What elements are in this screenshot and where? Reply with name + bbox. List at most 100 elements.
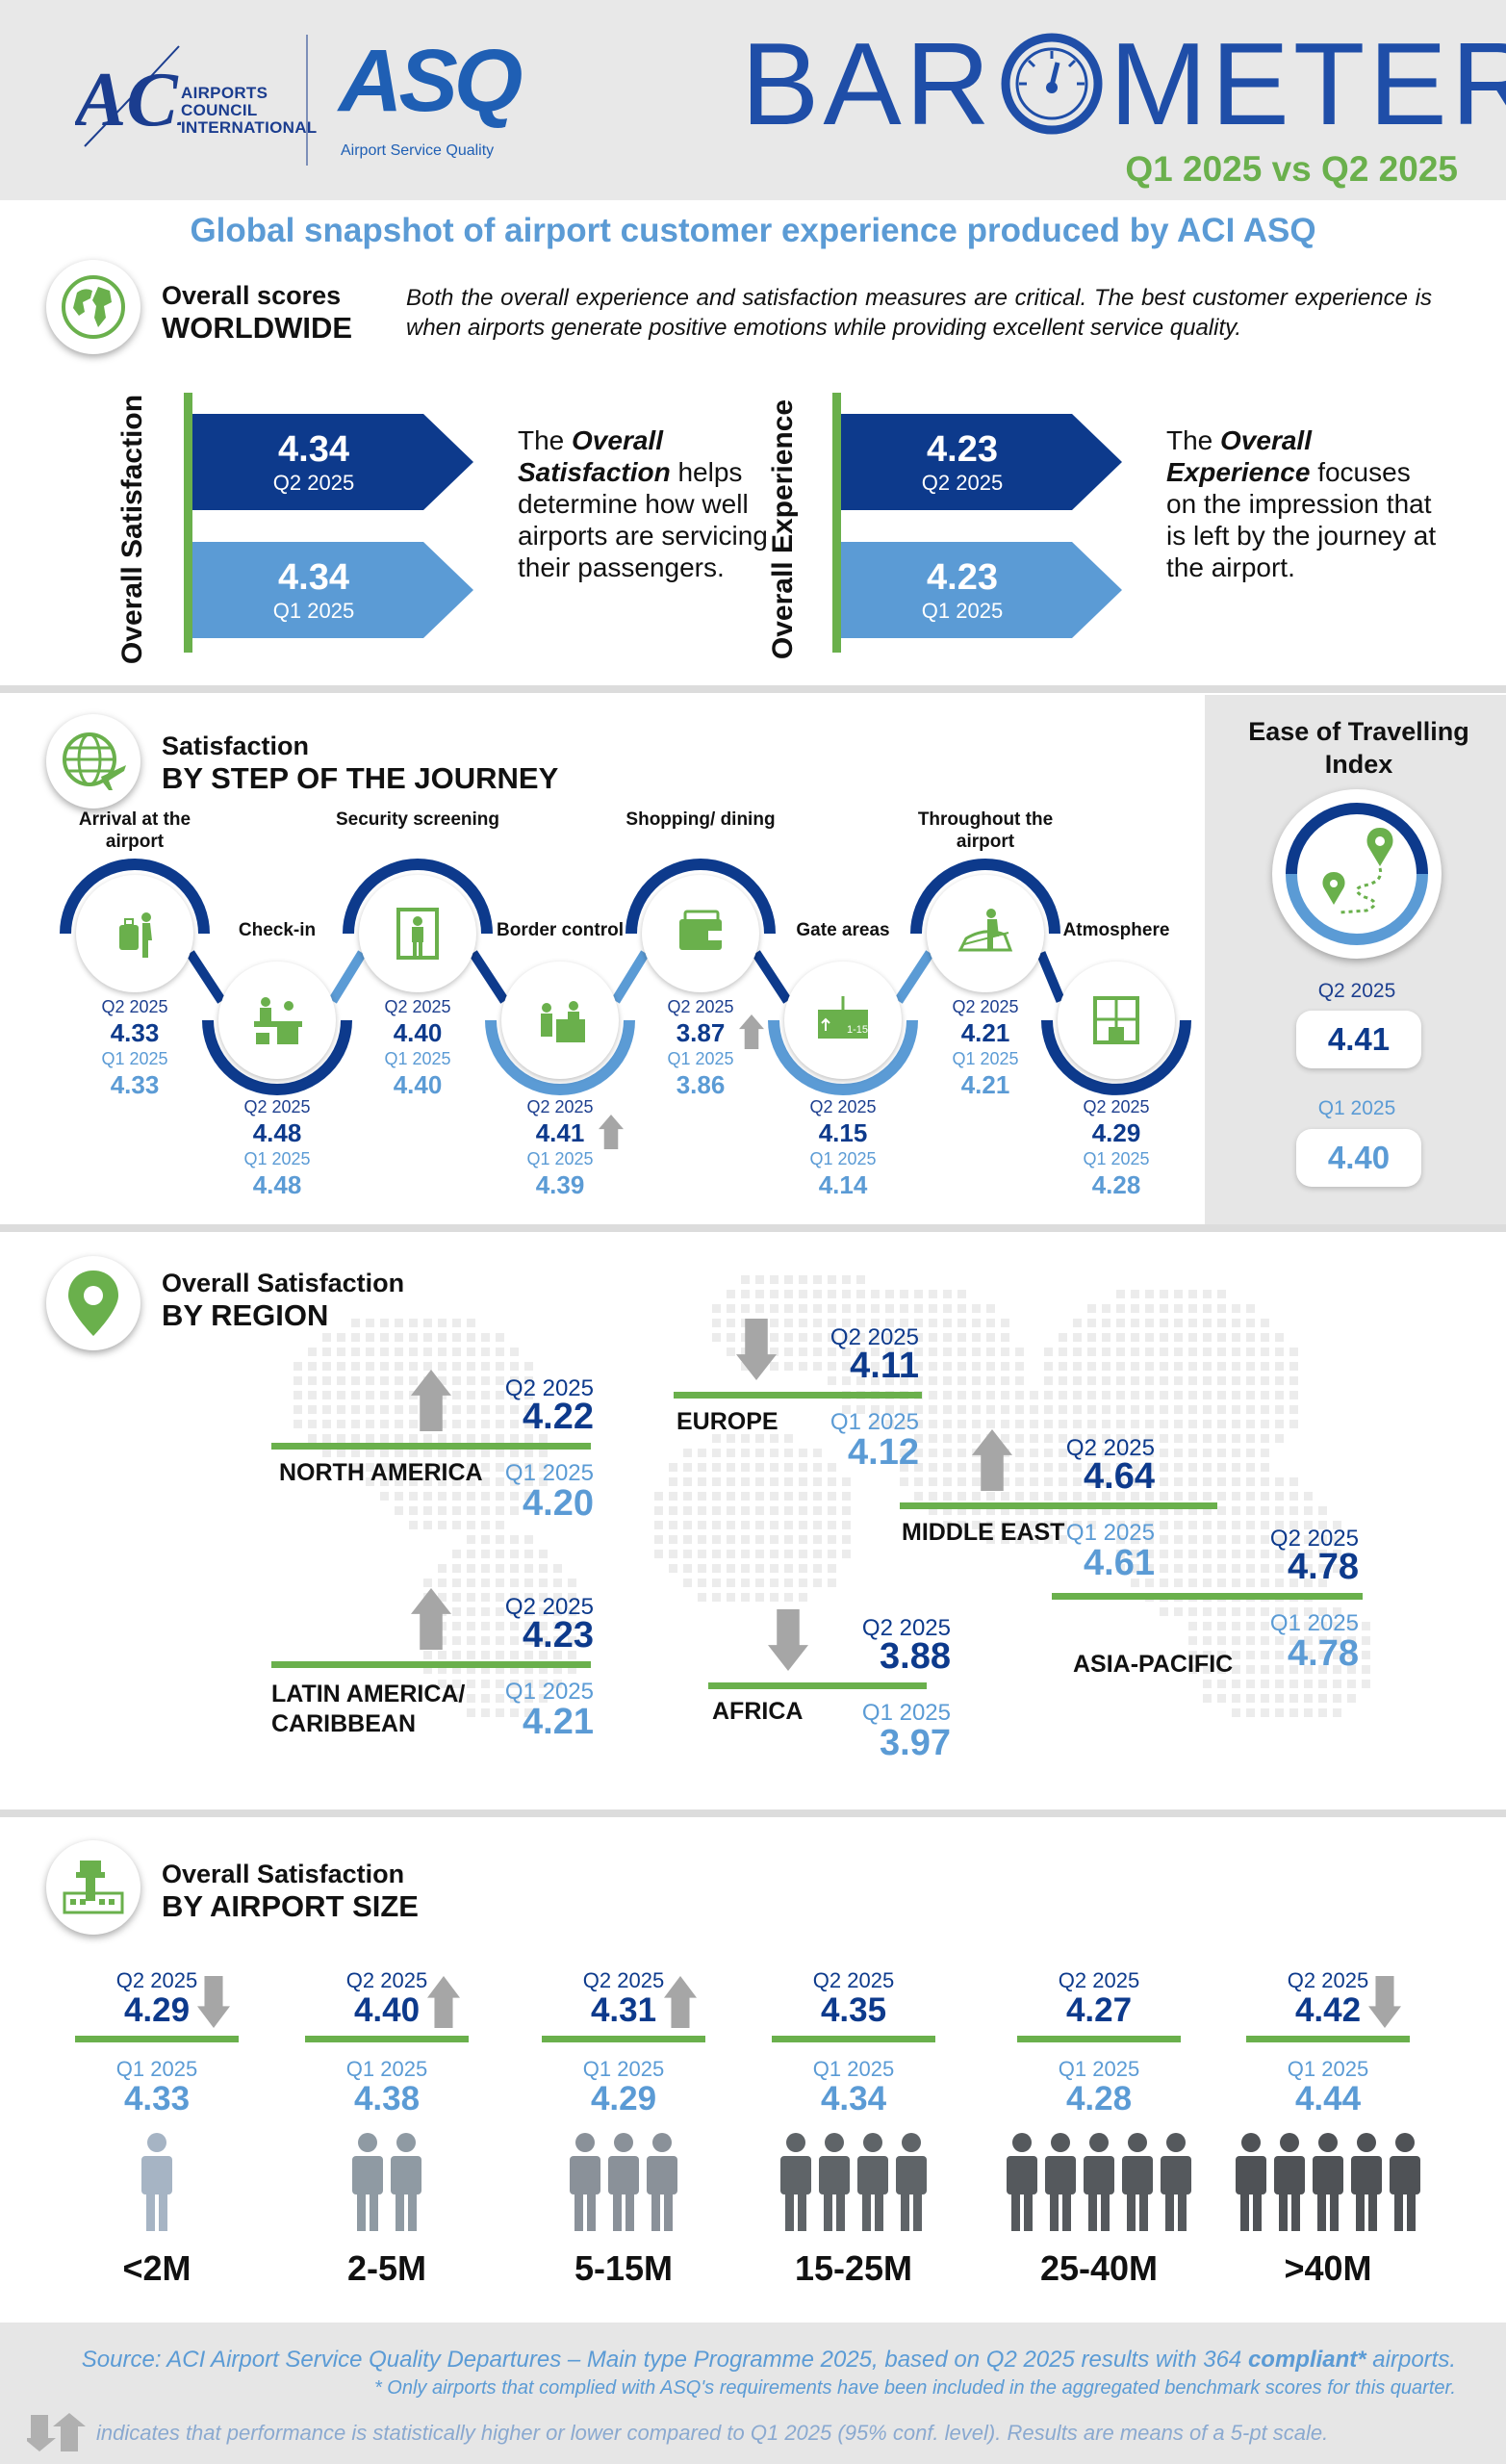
map-dot (1333, 1680, 1341, 1688)
map-dot (669, 1550, 677, 1558)
map-dot (799, 1593, 807, 1602)
map-dot (496, 1348, 504, 1356)
map-dot (438, 1506, 447, 1515)
map-dot (871, 1304, 880, 1313)
people-group-icon (1236, 2133, 1420, 2231)
map-dot (1261, 1708, 1269, 1717)
map-dot (1174, 1434, 1183, 1443)
map-dot (568, 1665, 576, 1674)
map-dot (467, 1578, 475, 1587)
map-dot (972, 1362, 981, 1371)
map-dot (524, 1564, 533, 1573)
map-dot (1174, 1290, 1183, 1298)
map-dot (409, 1376, 418, 1385)
map-dot (1318, 1680, 1327, 1688)
map-dot (842, 1362, 851, 1371)
person-icon (1351, 2133, 1382, 2231)
map-dot (438, 1492, 447, 1501)
map-dot (1289, 1420, 1298, 1428)
map-dot (1318, 1578, 1327, 1587)
map-dot (481, 1348, 490, 1356)
map-dot (1131, 1449, 1139, 1457)
map-dot (813, 1319, 822, 1327)
map-dot (409, 1463, 418, 1472)
map-dot (1203, 1521, 1212, 1529)
region-divider-line (708, 1682, 927, 1689)
desc-emphasis: Overall Satisfaction (518, 425, 671, 487)
map-dot (1160, 1492, 1168, 1501)
size-q1-value: 4.28 (1065, 2080, 1133, 2118)
map-dot (842, 1506, 851, 1515)
map-dot (337, 1391, 345, 1399)
map-dot (1318, 1665, 1327, 1674)
map-dot (1001, 1506, 1009, 1515)
map-dot (524, 1680, 533, 1688)
map-dot (1246, 1405, 1255, 1414)
map-dot (856, 1362, 865, 1371)
map-dot (452, 1376, 461, 1385)
desc-text: helps determine how well airports are se… (518, 457, 768, 582)
map-dot (1304, 1607, 1313, 1616)
map-dot (1289, 1680, 1298, 1688)
map-dot (322, 1376, 331, 1385)
map-dot (1261, 1506, 1269, 1515)
map-dot (308, 1434, 317, 1443)
journey-step-name: Gate areas (796, 920, 890, 940)
map-dot (1261, 1550, 1269, 1558)
map-dot (496, 1391, 504, 1399)
map-dot (986, 1348, 995, 1356)
map-dot (1131, 1376, 1139, 1385)
map-dot (885, 1319, 894, 1327)
map-dot (727, 1449, 735, 1457)
map-dot (366, 1420, 374, 1428)
map-dot (755, 1506, 764, 1515)
map-dot (727, 1506, 735, 1515)
map-dot (683, 1550, 692, 1558)
map-dot (813, 1521, 822, 1529)
map-dot (308, 1391, 317, 1399)
desc-emphasis: Overall Experience (1166, 425, 1312, 487)
map-dot (900, 1333, 908, 1342)
map-dot (1275, 1391, 1284, 1399)
map-dot (1232, 1651, 1240, 1659)
map-dot (337, 1348, 345, 1356)
journey-q1-value: 4.33 (110, 1070, 160, 1099)
map-dot (1001, 1434, 1009, 1443)
map-dot (467, 1651, 475, 1659)
map-dot (1232, 1348, 1240, 1356)
map-dot (1246, 1578, 1255, 1587)
map-dot (943, 1290, 952, 1298)
map-dot (1174, 1362, 1183, 1371)
map-dot (1131, 1521, 1139, 1529)
map-dot (1232, 1391, 1240, 1399)
map-dot (885, 1362, 894, 1371)
map-dot (828, 1564, 836, 1573)
map-dot (1087, 1376, 1096, 1385)
map-dot (366, 1405, 374, 1414)
map-dot (1289, 1636, 1298, 1645)
journey-q2-label: Q2 2025 (243, 1097, 311, 1116)
map-dot (524, 1607, 533, 1616)
map-dot (914, 1319, 923, 1327)
map-dot (1304, 1521, 1313, 1529)
map-dot (1160, 1405, 1168, 1414)
map-dot (452, 1521, 461, 1529)
map-dot (755, 1477, 764, 1486)
map-dot (1347, 1622, 1356, 1630)
map-dot (1333, 1564, 1341, 1573)
map-dot (842, 1405, 851, 1414)
map-dot (496, 1405, 504, 1414)
trend-down-arrow-icon (768, 1609, 808, 1671)
map-dot (885, 1333, 894, 1342)
map-dot (943, 1434, 952, 1443)
map-dot (828, 1492, 836, 1501)
map-dot (885, 1290, 894, 1298)
map-dot (842, 1550, 851, 1558)
journey-q2-value: 4.29 (1091, 1118, 1141, 1147)
map-dot (929, 1449, 937, 1457)
journey-q2-value: 4.41 (535, 1118, 585, 1147)
map-dot (452, 1348, 461, 1356)
map-dot (856, 1275, 865, 1284)
map-dot (755, 1304, 764, 1313)
map-dot (539, 1593, 548, 1602)
